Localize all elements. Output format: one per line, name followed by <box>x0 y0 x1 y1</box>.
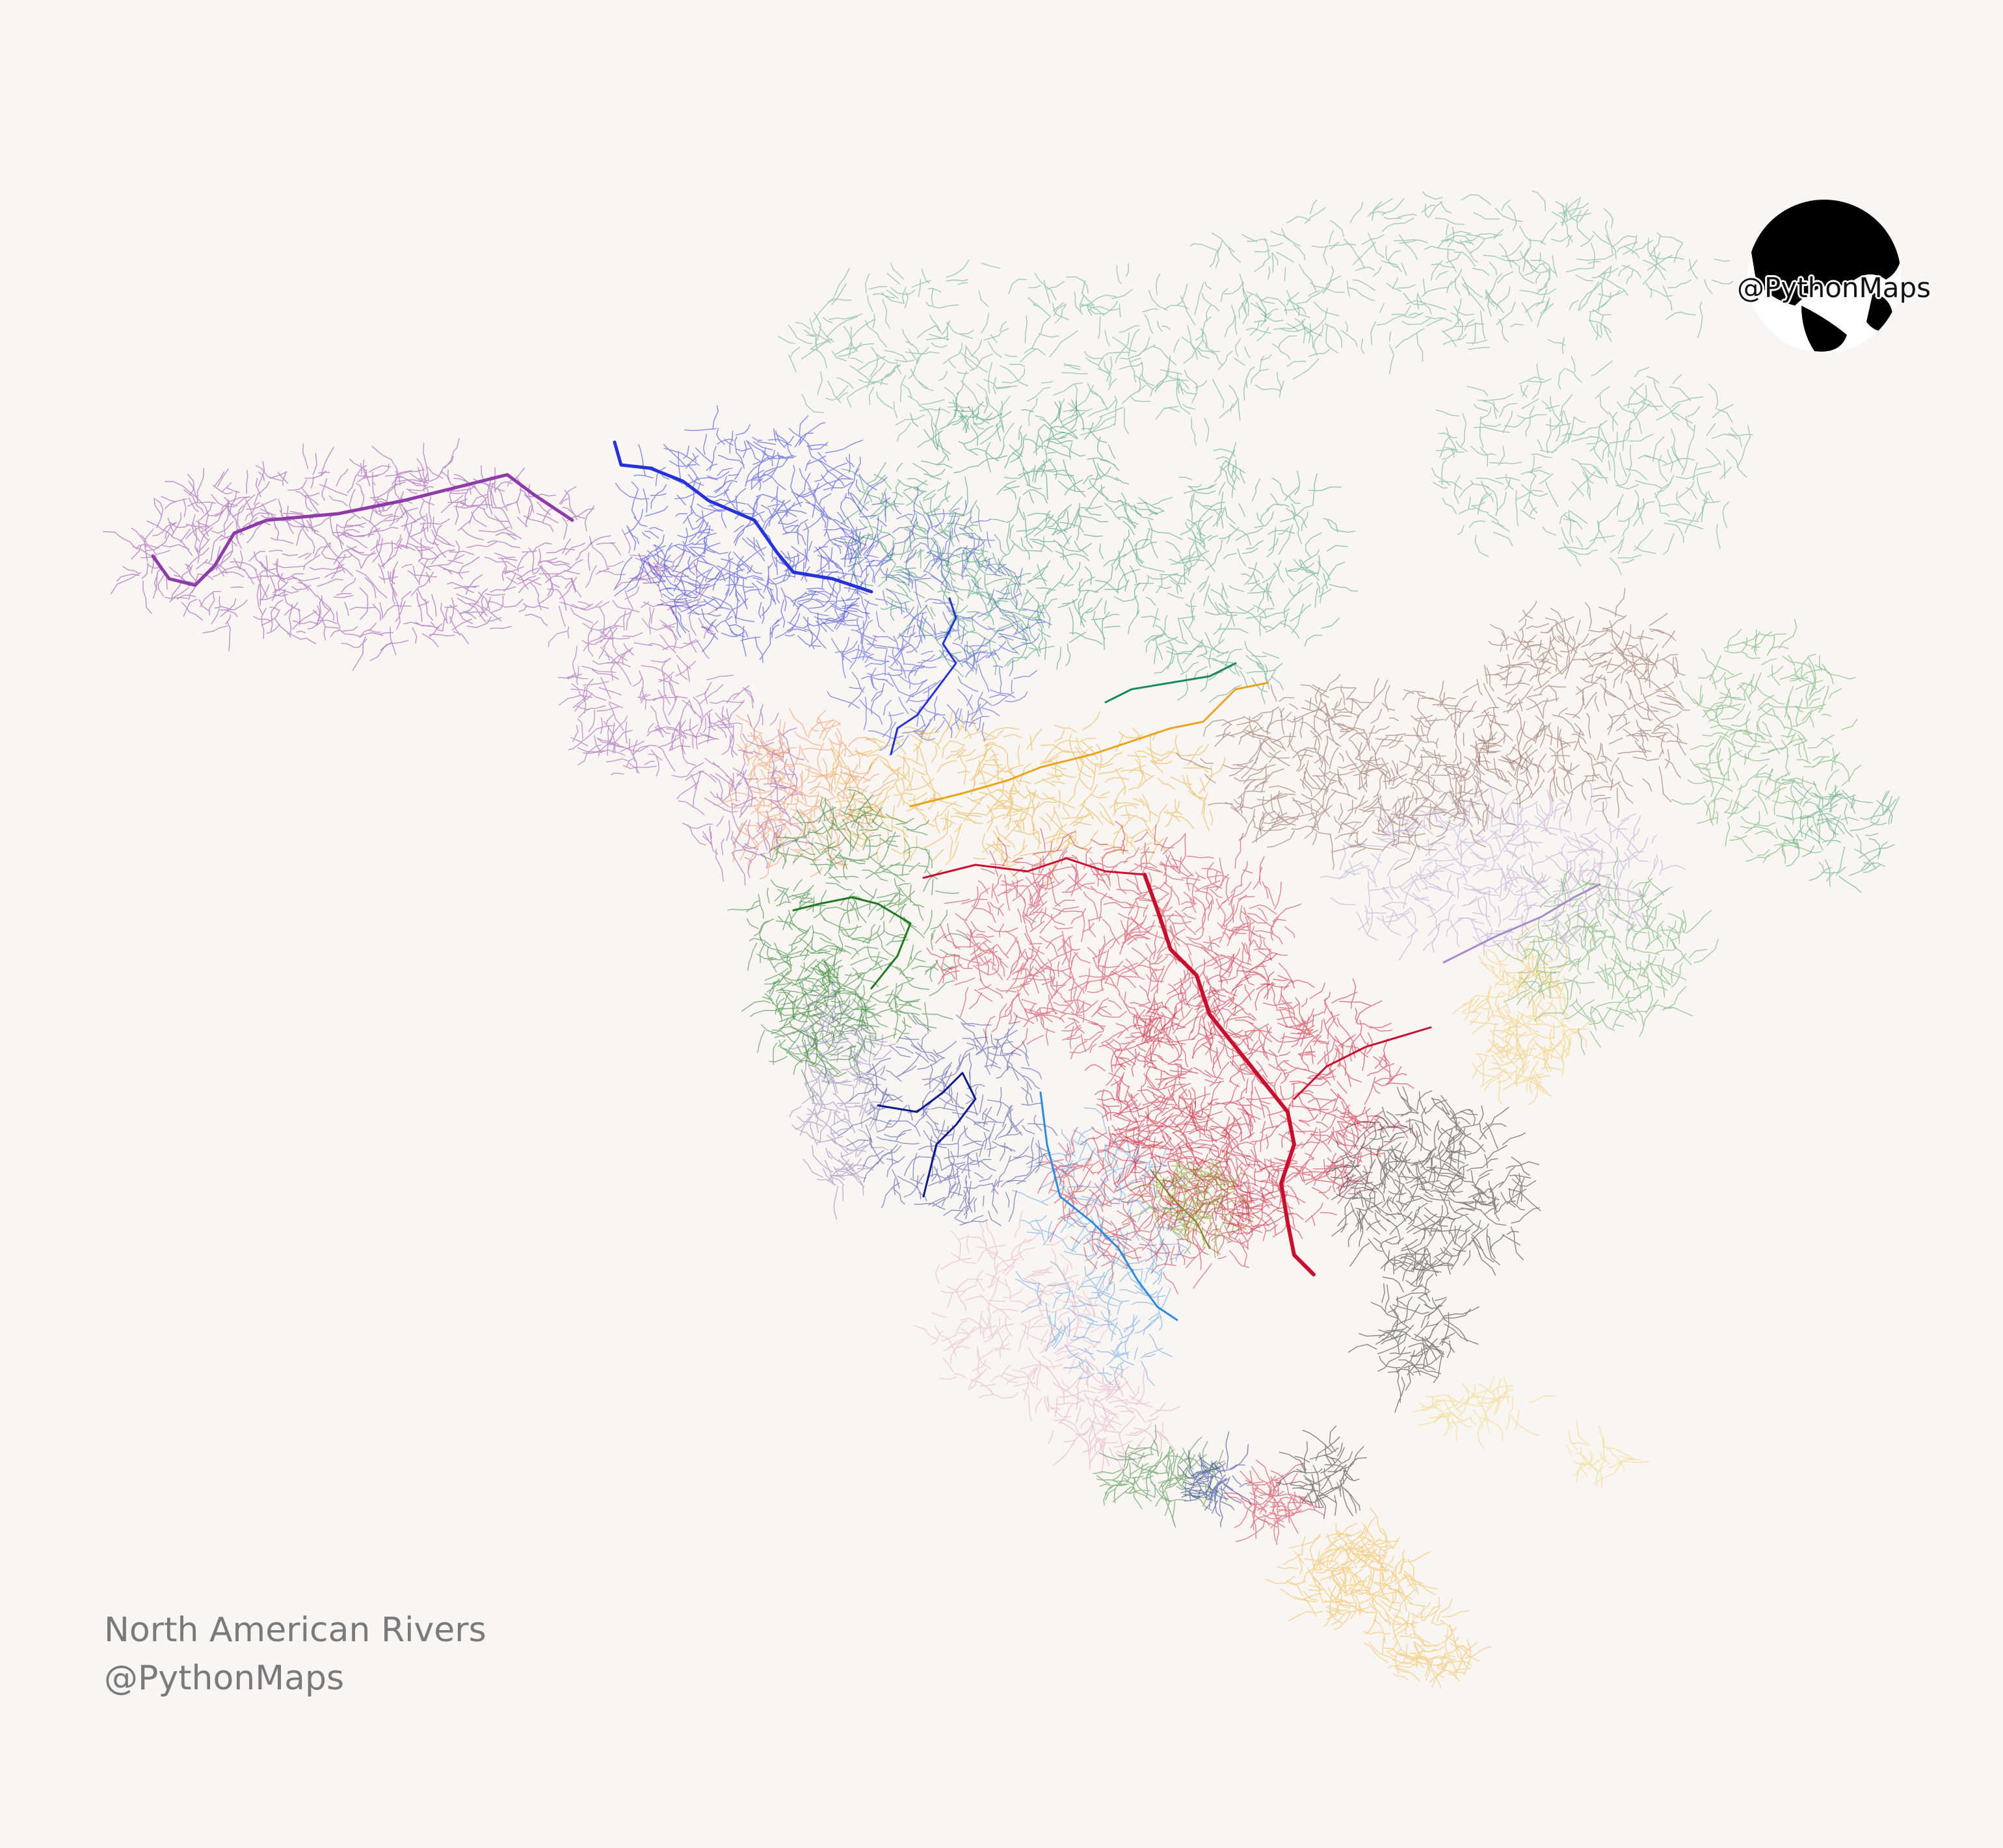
atlantic-southeast-tributaries-24 <box>1347 1266 1479 1413</box>
globe-landmass <box>1801 306 1847 352</box>
columbia-tributaries-31 <box>1093 1424 1228 1528</box>
central-america-tributaries-36 <box>1363 1585 1491 1689</box>
yukon-main-river <box>151 473 574 587</box>
rio-grande-main-river <box>1039 1091 1178 1321</box>
arctic-main-river <box>1104 662 1237 704</box>
mid-atlantic-tributaries-22 <box>1452 924 1590 1105</box>
caribbean-tributaries-38 <box>1566 1420 1649 1489</box>
caribbean-tributaries-37 <box>1413 1375 1556 1449</box>
atlantic-southeast-tributaries-23 <box>1326 1086 1541 1302</box>
texas-gulf-tributaries-28 <box>1128 1150 1260 1258</box>
texas-gulf-main-river <box>1150 1170 1210 1249</box>
colorado-tributaries-26 <box>837 1014 1058 1226</box>
mississippi-main-river <box>1143 873 1316 1276</box>
hudson-bay-east-tributaries-15 <box>1458 588 1690 823</box>
mexico-pacific-tributaries-29 <box>913 1211 1115 1422</box>
mississippi-main-river <box>922 857 1146 879</box>
arctic-tributaries-6 <box>1113 442 1359 704</box>
atlantic-southeast-tributaries-34 <box>1276 1425 1367 1520</box>
arctic-tributaries-7 <box>777 259 1330 447</box>
mackenzie-main-river <box>613 440 873 594</box>
columbia-tributaries-13 <box>741 925 889 1103</box>
map-caption: North American Rivers @PythonMaps <box>104 1606 486 1702</box>
mackenzie-main-river <box>890 597 957 756</box>
yukon-tributaries-0 <box>103 438 616 671</box>
arctic-tributaries-39 <box>1775 781 1900 893</box>
nelson-main-river <box>909 681 1269 808</box>
arctic-tributaries-8 <box>1189 190 1734 375</box>
main-rivers-layer <box>151 440 1601 1321</box>
colorado-main-river <box>877 1072 977 1198</box>
fraser-tributaries-11 <box>713 707 896 880</box>
central-america-tributaries-35 <box>1265 1507 1438 1635</box>
atlantic-northeast-tributaries-16 <box>1671 618 1862 864</box>
st-lawrence-tributaries-18 <box>1320 769 1686 961</box>
hudson-bay-east-tributaries-14 <box>1176 674 1533 871</box>
st-lawrence-main-river <box>1442 883 1601 964</box>
columbia-main-river <box>792 896 912 990</box>
mississippi-tributaries-19 <box>926 821 1302 1070</box>
arctic-tributaries-9 <box>1431 356 1753 575</box>
atlantic-northeast-tributaries-17 <box>1496 847 1719 1055</box>
california-tributaries-25 <box>786 980 897 1220</box>
globe-logo-icon <box>1747 200 1901 353</box>
mackenzie-tributaries-4 <box>797 487 1052 756</box>
mackenzie-tributaries-3 <box>614 405 891 663</box>
mississippi-main-river <box>1293 1026 1432 1100</box>
arctic-tributaries-5 <box>839 392 1164 678</box>
map-title: North American Rivers <box>104 1611 486 1650</box>
colorado-tributaries-32 <box>1178 1431 1251 1527</box>
logo-label: @PythonMaps <box>1736 272 1931 304</box>
rio-grande-tributaries-27 <box>1011 1107 1195 1390</box>
river-network-layer <box>103 190 1900 1689</box>
mexico-pacific-tributaries-30 <box>1045 1356 1181 1474</box>
mississippi-tributaries-33 <box>1223 1459 1325 1545</box>
globe-landmass <box>1749 200 1901 306</box>
globe-landmass <box>1866 293 1893 331</box>
map-credit: @PythonMaps <box>104 1659 345 1698</box>
nelson-tributaries-10 <box>810 709 1225 885</box>
